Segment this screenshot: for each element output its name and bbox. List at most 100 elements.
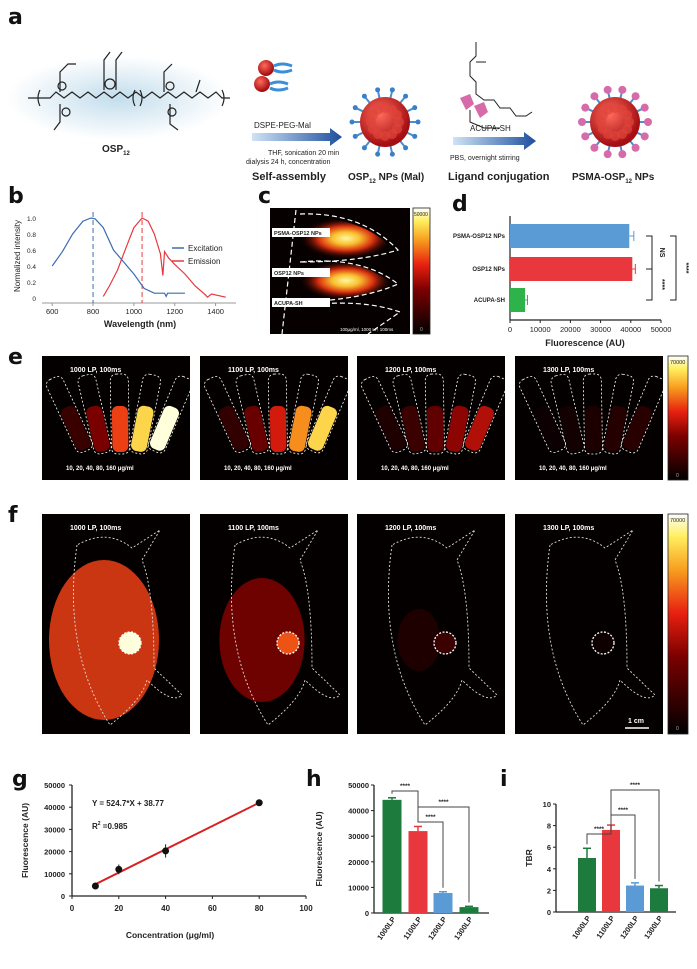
x-tick-label: 1300LP	[452, 915, 474, 942]
chart-g: 0 20 40 60 80 100 0 10000 20000 30000 40000 50000 Co…	[20, 781, 313, 940]
y-tick-label: 6	[547, 843, 551, 852]
x-tick-label: 20000	[560, 325, 581, 334]
significance-label: ****	[630, 782, 641, 789]
panel-c-label: PSMA-OSP12 NPs	[274, 231, 322, 237]
tumor-signal	[119, 632, 141, 654]
tube-outline	[129, 373, 161, 455]
spike-tip	[412, 105, 418, 111]
y-tick-label: 0.8	[27, 232, 36, 239]
tumor-outline	[118, 631, 142, 655]
tube	[77, 373, 112, 455]
panel-e-caption: 10, 20, 40, 80, 160 μg/ml	[539, 466, 607, 472]
tube	[518, 376, 566, 454]
psma-osp12-np-icon	[578, 85, 652, 159]
spike-tip	[352, 133, 358, 139]
panel-c-label-box	[272, 298, 330, 307]
bar	[459, 907, 479, 913]
tube	[287, 373, 319, 455]
tube-outline	[109, 373, 130, 455]
tube	[360, 376, 408, 454]
chart-b: 600 800 1000 1200 1400 0 0.2 0.4 0.6 0.8 1.0 Wavele…	[13, 212, 236, 329]
y-tick-label: 8	[547, 822, 551, 831]
mouse-outline	[231, 529, 341, 726]
panel-c-label-box	[272, 228, 330, 237]
bar	[510, 288, 526, 312]
y-tick-label: 0	[61, 892, 65, 901]
panel-f-images: 1000 LP, 100ms 1100 LP, 100ms 1200 LP, 100…	[42, 514, 663, 734]
tumor-outline	[591, 631, 615, 655]
tube	[109, 373, 130, 455]
tube-signal	[622, 405, 652, 451]
bar	[382, 799, 402, 913]
spike-tip	[389, 87, 395, 93]
tube-outline	[550, 373, 585, 455]
x-tick-label: 1300LP	[642, 914, 664, 941]
x-tick-label: 1000LP	[375, 915, 397, 942]
tube-signal	[289, 405, 312, 452]
panel-f-title: 1100 LP, 100ms	[228, 525, 279, 532]
image-background	[515, 514, 663, 734]
y-tick-label: 20000	[348, 858, 369, 867]
mouse-outline	[388, 529, 498, 726]
x-tick-label: 0	[508, 325, 512, 334]
category-label: PSMA-OSP12 NPs	[453, 234, 506, 240]
panel-f-title: 1200 LP, 100ms	[385, 525, 436, 532]
ligand	[603, 85, 612, 94]
panel-label-i: i	[500, 767, 508, 792]
significance-bracket	[610, 789, 660, 882]
x-tick-label: 1200LP	[426, 915, 448, 942]
x-tick-label: 20	[114, 904, 123, 913]
ligand	[603, 150, 612, 159]
mouse-outline	[73, 529, 183, 726]
panel-e-title: 1100 LP, 100ms	[228, 367, 279, 374]
scale-bar: 1 cm	[625, 718, 649, 729]
np-core	[590, 97, 640, 147]
spike-tip	[403, 93, 409, 99]
spike-tip	[349, 119, 355, 125]
y-tick-label: 40000	[348, 807, 369, 816]
ligand	[631, 92, 640, 101]
y-tick-label: 0.4	[27, 264, 36, 271]
panel-c-label: OSP12 NPs	[274, 271, 304, 277]
polymer-glow	[6, 56, 230, 140]
colorbar-e-max: 70000	[670, 360, 685, 366]
y-tick-label: 2	[547, 886, 551, 895]
tube	[462, 375, 508, 454]
panel-c-label: ACUPA-SH	[274, 301, 303, 307]
panel-e-caption: 10, 20, 40, 80, 160 μg/ml	[224, 466, 292, 472]
x-tick-label: 40000	[620, 325, 641, 334]
tube-signal	[60, 405, 91, 451]
tube-signal	[244, 405, 268, 452]
final-np-label: PSMA-OSP12 NPs	[572, 172, 655, 185]
colorbar-e-min: 0	[676, 473, 679, 479]
step2-reagent: ACUPA-SH	[470, 124, 511, 133]
x-tick-label: 100	[299, 904, 313, 913]
y-tick-label: 50000	[348, 781, 369, 790]
panel-e-caption: 10, 20, 40, 80, 160 μg/ml	[381, 466, 449, 472]
tube-outline	[582, 373, 603, 455]
tube	[147, 375, 193, 454]
panel-f-image: 1200 LP, 100ms	[357, 514, 505, 734]
legend-label: Excitation	[188, 244, 223, 253]
y-tick-label: 0	[547, 908, 551, 917]
panel-e-title: 1000 LP, 100ms	[70, 367, 121, 374]
panel-c-label-box	[272, 268, 330, 277]
y-tick-label: 0	[32, 296, 36, 303]
tumor-outline	[433, 631, 457, 655]
y-tick-label: 10	[543, 800, 551, 809]
tube-outline	[287, 373, 319, 455]
panel-label-c: c	[258, 184, 271, 209]
tube-outline	[305, 375, 351, 454]
y-tick-label: 40000	[44, 803, 65, 812]
r-squared-exp: 2	[98, 821, 101, 827]
significance-bracket	[670, 235, 677, 301]
np-mal-label: OSP12 NPs (Mal)	[348, 172, 424, 185]
panel-e-image: 1300 LP, 100ms 10, 20, 40, 80, 160 μg/ml	[515, 356, 666, 480]
data-point	[162, 847, 170, 855]
legend-label: Emission	[188, 257, 220, 266]
significance-label: ****	[425, 814, 436, 821]
y-tick-label: 30000	[44, 825, 65, 834]
r-squared-value: =0.985	[101, 822, 128, 831]
tube-outline	[267, 373, 288, 455]
panel-f-colorbar	[667, 513, 689, 735]
